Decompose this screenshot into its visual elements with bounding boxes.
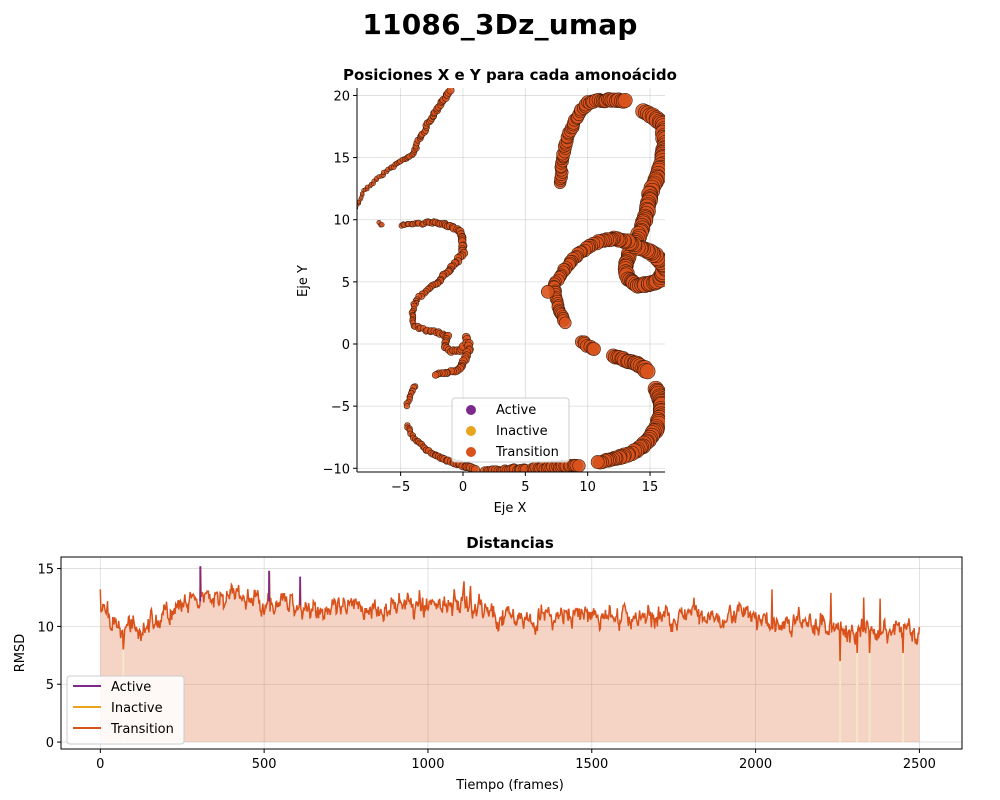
x-tick-label: 10 [579, 480, 596, 495]
x-tick-label: 2000 [739, 757, 772, 772]
scatter-point [558, 316, 572, 330]
legend-label-inactive: Inactive [496, 424, 548, 439]
plot-frame [60, 556, 963, 750]
scatter-point [540, 285, 555, 299]
x-tick-label: 1000 [411, 757, 444, 772]
x-tick-label: 500 [252, 757, 277, 772]
x-tick-label: 2500 [903, 757, 936, 772]
scatter-point [379, 222, 385, 228]
scatter-point [572, 459, 586, 472]
line-legend: Active Inactive Transition [66, 675, 185, 745]
y-tick-label: 10 [37, 620, 54, 635]
line-title: Distancias [466, 534, 554, 552]
line-ylabel: RMSD [13, 634, 28, 673]
y-tick-label: 20 [333, 89, 350, 104]
legend-label-inactive: Inactive [111, 701, 163, 716]
line-xlabel: Tiempo (frames) [455, 778, 564, 793]
x-tick-label: 5 [521, 480, 529, 495]
scatter-point [590, 455, 605, 469]
y-tick-label: 15 [37, 563, 54, 578]
y-tick-label: 10 [333, 214, 350, 229]
scatter-point [617, 92, 633, 108]
legend-marker-inactive [466, 426, 476, 436]
scatter-xlabel: Eje X [494, 501, 527, 516]
x-tick-label: −5 [391, 480, 410, 495]
figure-title: 11086_3Dz_umap [362, 8, 638, 41]
legend-label-transition: Transition [495, 445, 559, 460]
legend-label-active: Active [496, 403, 536, 418]
scatter-point [639, 363, 656, 380]
legend-label-active: Active [111, 680, 151, 695]
y-tick-label: 15 [333, 152, 350, 167]
legend-label-transition: Transition [110, 722, 174, 737]
y-tick-label: −10 [323, 462, 350, 477]
y-tick-label: 0 [46, 736, 54, 751]
transition-line [99, 566, 921, 662]
line-chart: Distancias Tiempo (frames) RMSD 0 500 1000… [13, 534, 963, 793]
y-tick-label: 5 [46, 678, 54, 693]
y-tick-label: −5 [331, 400, 350, 415]
x-tick-label: 1500 [575, 757, 608, 772]
rmsd-area-fill [100, 566, 920, 743]
y-tick-label: 5 [342, 276, 350, 291]
legend-marker-active [466, 405, 476, 415]
scatter-ylabel: Eje Y [296, 265, 311, 297]
scatter-point [446, 88, 455, 95]
x-tick-label: 0 [459, 480, 467, 495]
scatter-title: Posiciones X e Y para cada amonoácido [343, 66, 677, 84]
scatter-chart: Posiciones X e Y para cada amonoácido Ej… [296, 66, 677, 516]
scatter-point [403, 403, 410, 410]
legend-marker-transition [466, 447, 476, 457]
x-tick-label: 15 [642, 480, 659, 495]
scatter-legend: Active Inactive Transition [451, 397, 570, 463]
scatter-point [431, 371, 440, 379]
y-tick-label: 0 [342, 338, 350, 353]
scatter-point [470, 465, 480, 472]
x-tick-label: 0 [96, 757, 104, 772]
scatter-point [587, 342, 601, 356]
